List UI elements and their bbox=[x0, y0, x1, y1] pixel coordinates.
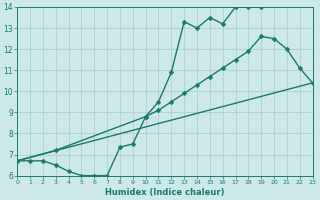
X-axis label: Humidex (Indice chaleur): Humidex (Indice chaleur) bbox=[105, 188, 225, 197]
